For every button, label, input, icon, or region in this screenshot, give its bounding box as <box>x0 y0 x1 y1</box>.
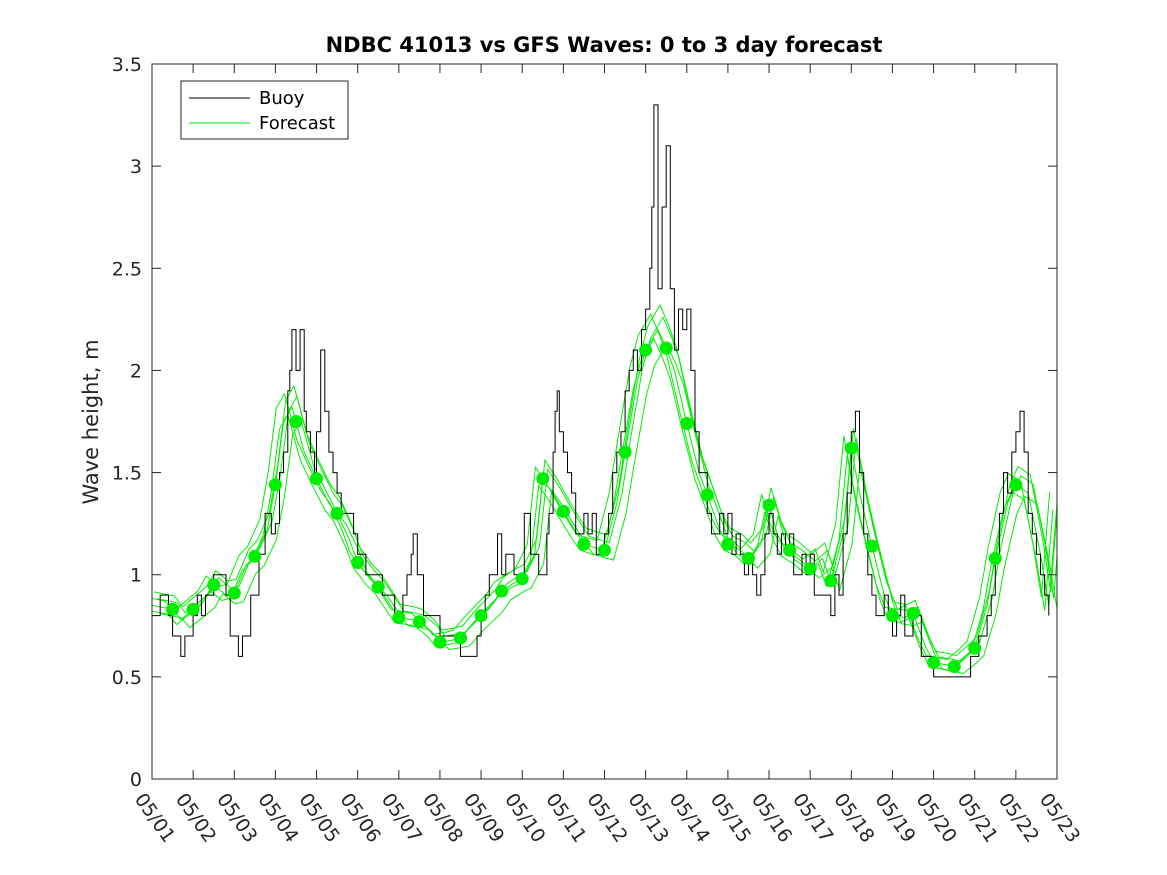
forecast-marker <box>577 537 591 551</box>
forecast-marker <box>371 580 385 594</box>
forecast-marker <box>248 549 262 563</box>
y-tick-label: 1.5 <box>112 463 142 485</box>
y-tick-label: 3.5 <box>112 54 142 76</box>
forecast-marker <box>310 472 323 486</box>
forecast-marker <box>968 641 982 655</box>
forecast-marker <box>536 472 550 486</box>
forecast-marker <box>515 572 529 586</box>
forecast-marker <box>844 441 858 455</box>
legend: Buoy Forecast <box>180 80 349 140</box>
y-tick-label: 2.5 <box>112 258 142 280</box>
legend-box <box>180 80 349 140</box>
y-tick-label: 0.5 <box>112 667 142 689</box>
forecast-marker <box>454 631 467 645</box>
forecast-marker <box>207 578 221 592</box>
forecast-marker <box>351 556 365 569</box>
chart-title: NDBC 41013 vs GFS Waves: 0 to 3 day fore… <box>326 33 883 57</box>
y-tick-label: 1 <box>130 565 142 587</box>
forecast-marker <box>639 343 653 357</box>
forecast-marker <box>783 543 797 557</box>
forecast-marker <box>618 445 632 459</box>
forecast-marker <box>227 586 241 600</box>
forecast-marker <box>803 562 817 576</box>
forecast-marker <box>927 656 941 670</box>
forecast-marker <box>166 602 180 616</box>
forecast-marker <box>824 574 838 588</box>
y-axis-label: Wave height, m <box>79 339 103 504</box>
forecast-line-4 <box>152 313 1051 661</box>
forecast-line-5 <box>153 303 1057 657</box>
series-group <box>152 104 1057 678</box>
forecast-marker <box>433 635 447 649</box>
forecast-marker <box>742 551 755 565</box>
legend-forecast-label: Forecast <box>259 113 335 134</box>
forecast-marker <box>392 611 406 625</box>
forecast-marker <box>268 478 282 492</box>
y-tick-label: 2 <box>130 360 142 382</box>
forecast-marker <box>330 506 344 520</box>
forecast-marker <box>289 415 303 428</box>
forecast-marker <box>988 551 1002 565</box>
forecast-marker <box>495 584 509 598</box>
forecast-marker <box>659 341 673 355</box>
forecast-marker <box>721 537 735 551</box>
forecast-marker <box>598 543 611 557</box>
forecast-marker <box>700 488 714 502</box>
forecast-marker <box>186 602 200 616</box>
forecast-marker <box>762 498 776 512</box>
forecast-marker <box>886 609 899 623</box>
forecast-marker <box>906 607 920 620</box>
forecast-marker <box>947 660 961 674</box>
forecast-marker <box>556 504 570 518</box>
forecast-marker <box>865 539 879 553</box>
forecast-marker <box>680 417 694 430</box>
y-tick-label: 0 <box>130 769 142 791</box>
legend-buoy-label: Buoy <box>259 88 305 109</box>
y-tick-label: 3 <box>130 156 142 178</box>
forecast-marker <box>412 615 426 629</box>
buoy-line <box>152 104 1050 678</box>
forecast-marker <box>474 609 488 623</box>
forecast-marker <box>1009 478 1023 492</box>
forecast-line-3 <box>161 343 1057 675</box>
